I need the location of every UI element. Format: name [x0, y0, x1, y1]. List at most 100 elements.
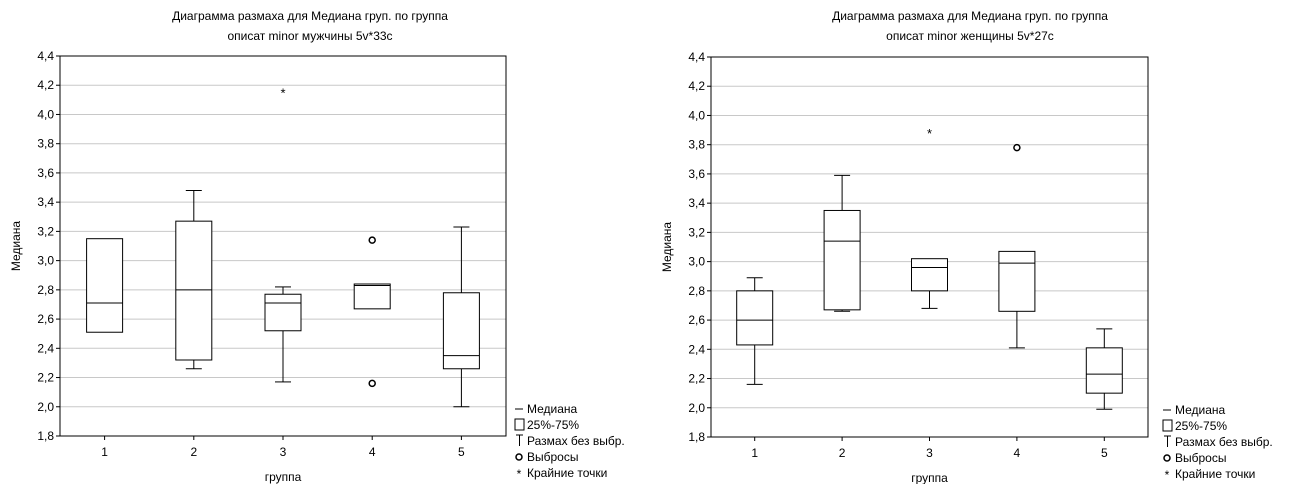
iqr-box	[998, 250, 1036, 312]
iqr-box	[1085, 347, 1123, 394]
legend-item-median: Медиана	[1163, 403, 1226, 417]
extreme-point: *	[927, 126, 932, 141]
y-tick-label: 4,0	[688, 108, 705, 122]
x-tick-label: 3	[280, 445, 287, 459]
x-tick-label: 4	[369, 445, 376, 459]
y-tick-label: 3,0	[37, 254, 54, 268]
x-axis-label: группа	[911, 471, 948, 484]
box-group-4	[998, 143, 1036, 349]
y-tick-label: 2,8	[688, 284, 705, 298]
legend-label: Медиана	[527, 402, 578, 416]
y-axis-label: Медиана	[9, 221, 23, 272]
outlier-point	[1013, 143, 1021, 152]
legend-label: Размах без выбр.	[1175, 435, 1273, 449]
iqr-box	[264, 293, 302, 332]
legend-label: Крайние точки	[527, 466, 607, 480]
x-tick-label: 5	[458, 445, 465, 459]
y-tick-label: 3,4	[37, 195, 54, 209]
x-tick-label: 5	[1101, 446, 1108, 460]
chart-subtitle: описат minor мужчины 5v*33c	[227, 29, 392, 43]
y-tick-label: 2,6	[688, 313, 705, 327]
legend-label: Медиана	[1175, 403, 1226, 417]
x-tick-label: 3	[926, 446, 933, 460]
y-tick-label: 4,4	[688, 50, 705, 64]
box-group-4	[353, 236, 391, 388]
legend-item-extreme: * Крайние точки	[1165, 467, 1256, 482]
y-tick-label: 3,2	[688, 225, 705, 239]
y-tick-label: 1,8	[37, 429, 54, 443]
x-tick-label: 1	[751, 446, 758, 460]
y-tick-label: 2,8	[37, 283, 54, 297]
iqr-box	[911, 258, 948, 292]
chart-title: Диаграмма размаха для Медиана груп. по г…	[832, 9, 1108, 23]
legend-item-outlier: Выбросы	[1163, 451, 1226, 465]
legend-label: 25%-75%	[527, 418, 579, 432]
y-axis-label: Медиана	[660, 222, 674, 273]
legend-item-median: Медиана	[515, 402, 578, 416]
boxplot-chart-men: Диаграмма размаха для Медиана груп. по г…	[9, 9, 625, 484]
legend-label: Выбросы	[527, 450, 578, 464]
plot-frame	[710, 56, 1149, 438]
chart-panel-men: Диаграмма размаха для Медиана груп. по г…	[9, 9, 625, 484]
y-tick-label: 4,2	[37, 78, 54, 92]
y-tick-label: 3,6	[688, 167, 705, 181]
y-tick-label: 2,0	[37, 400, 54, 414]
y-tick-label: 2,4	[37, 341, 54, 355]
y-tick-label: 2,0	[688, 401, 705, 415]
legend-box-icon	[1162, 419, 1173, 432]
legend-item-whisker: Размах без выбр.	[516, 434, 625, 448]
y-tick-label: 3,2	[37, 224, 54, 238]
y-tick-label: 3,8	[688, 138, 705, 152]
box-group-5	[1085, 328, 1123, 410]
legend-item-extreme: * Крайние точки	[517, 466, 608, 481]
box-group-2	[823, 174, 861, 312]
box-group-5	[442, 226, 480, 408]
legend-box-icon	[514, 418, 525, 431]
box-group-1	[86, 238, 124, 333]
iqr-box	[86, 238, 124, 333]
legend-item-outlier: Выбросы	[515, 450, 578, 464]
iqr-box	[823, 209, 861, 311]
x-tick-label: 1	[101, 445, 108, 459]
y-tick-label: 4,0	[37, 107, 54, 121]
legend-label: Выбросы	[1175, 451, 1226, 465]
legend-label: Крайние точки	[1175, 467, 1255, 481]
outlier-point	[368, 379, 376, 388]
y-tick-label: 1,8	[688, 430, 705, 444]
x-tick-label: 2	[839, 446, 846, 460]
box-group-3: *	[264, 86, 302, 383]
legend-outlier-icon	[1163, 454, 1171, 462]
y-tick-label: 3,4	[688, 196, 705, 210]
y-tick-label: 3,0	[688, 255, 705, 269]
box-group-2	[175, 189, 213, 370]
y-tick-label: 4,2	[688, 79, 705, 93]
chart-title: Диаграмма размаха для Медиана груп. по г…	[172, 9, 448, 23]
legend-item-box: 25%-75%	[514, 418, 579, 432]
iqr-box	[442, 292, 480, 370]
legend-extreme-icon: *	[517, 467, 522, 481]
legend-item-whisker: Размах без выбр.	[1164, 435, 1273, 449]
legend-item-box: 25%-75%	[1162, 419, 1227, 433]
boxplot-chart-women: Диаграмма размаха для Медиана груп. по г…	[660, 9, 1273, 484]
legend-outlier-icon	[515, 453, 523, 461]
extreme-point: *	[280, 86, 285, 101]
x-axis-label: группа	[265, 470, 302, 484]
y-tick-label: 2,6	[37, 312, 54, 326]
iqr-box	[353, 283, 391, 310]
chart-panel-women: Диаграмма размаха для Медиана груп. по г…	[650, 0, 1291, 484]
chart-subtitle: описат minor женщины 5v*27c	[886, 29, 1054, 43]
y-tick-label: 3,6	[37, 166, 54, 180]
x-tick-label: 4	[1014, 446, 1021, 460]
y-tick-label: 2,4	[688, 342, 705, 356]
x-tick-label: 2	[190, 445, 197, 459]
iqr-box	[175, 220, 213, 361]
outlier-point	[368, 236, 376, 244]
y-tick-label: 3,8	[37, 137, 54, 151]
y-tick-label: 2,2	[37, 371, 54, 385]
legend-label: 25%-75%	[1175, 419, 1227, 433]
legend-label: Размах без выбр.	[527, 434, 625, 448]
legend-extreme-icon: *	[1165, 468, 1170, 482]
iqr-box	[736, 290, 774, 346]
y-tick-label: 2,2	[688, 372, 705, 386]
box-group-3: *	[911, 126, 948, 309]
